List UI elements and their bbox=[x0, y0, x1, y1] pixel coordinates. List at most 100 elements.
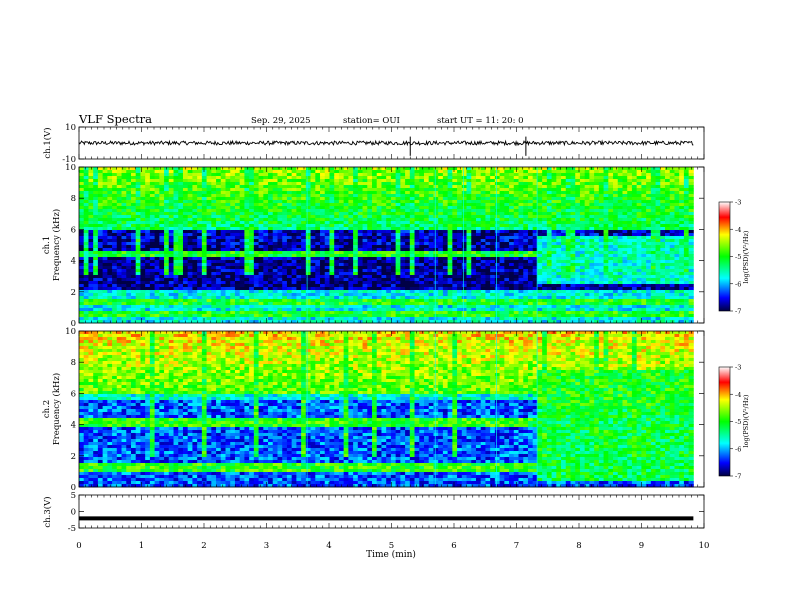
spectrogram-cell bbox=[438, 185, 444, 189]
spectrogram-cell bbox=[405, 272, 411, 276]
spectrogram-cell bbox=[112, 317, 118, 321]
spectrogram-cell bbox=[338, 170, 345, 174]
spectrogram-cell bbox=[409, 188, 415, 192]
spectrogram-cell bbox=[372, 182, 378, 186]
spectrogram-cell bbox=[400, 212, 406, 216]
spectrogram-cell bbox=[159, 209, 165, 213]
spectrogram-cell bbox=[466, 251, 472, 255]
spectrogram-cell bbox=[362, 293, 368, 297]
spectrogram-cell bbox=[168, 218, 174, 222]
spectrogram-cell bbox=[79, 278, 85, 282]
spectrogram-cell bbox=[178, 206, 184, 210]
spectrogram-cell bbox=[154, 188, 160, 192]
spectrogram-cell bbox=[268, 272, 274, 276]
spectrogram-cell bbox=[305, 167, 311, 171]
spectrogram-cell bbox=[268, 269, 274, 273]
spectrogram-cell bbox=[338, 284, 345, 288]
spectrogram-cell bbox=[83, 254, 89, 258]
spectrogram-cell bbox=[149, 302, 156, 306]
spectrogram-cell bbox=[291, 200, 297, 204]
spectrogram-cell bbox=[367, 224, 373, 228]
spectrogram-cell bbox=[168, 272, 174, 276]
spectrogram-cell bbox=[244, 266, 250, 270]
spectrogram-cell bbox=[182, 248, 189, 252]
spectrogram-cell bbox=[499, 182, 505, 186]
spectrogram-cell bbox=[145, 188, 151, 192]
spectrogram-cell bbox=[509, 227, 515, 231]
spectrogram-cell bbox=[97, 266, 104, 270]
spectrogram-cell bbox=[164, 281, 170, 285]
spectrogram-cell bbox=[362, 224, 368, 228]
spectrogram-cell bbox=[381, 281, 387, 285]
spectrogram-cell bbox=[433, 179, 439, 183]
spectrogram-cell bbox=[140, 185, 146, 189]
spectrogram-cell bbox=[447, 170, 453, 174]
spectrogram-cell bbox=[102, 167, 108, 171]
spectrogram-cell bbox=[282, 200, 288, 204]
spectrogram-cell bbox=[395, 188, 401, 192]
spectrogram-cell bbox=[527, 209, 534, 213]
spectrogram-cell bbox=[466, 320, 472, 324]
spectrogram-cell bbox=[343, 239, 349, 243]
spectrogram-cell bbox=[263, 260, 269, 264]
spectrogram-cell bbox=[249, 224, 255, 228]
spectrogram-cell bbox=[475, 233, 482, 237]
spectrogram-cell bbox=[239, 260, 245, 264]
spectrogram-cell bbox=[282, 191, 288, 195]
spectrogram-cell bbox=[168, 308, 174, 312]
spectrogram-cell bbox=[102, 170, 108, 174]
spectrogram-cell bbox=[173, 203, 179, 207]
spectrogram-cell bbox=[424, 170, 430, 174]
spectrogram-cell bbox=[187, 212, 193, 216]
spectrogram-cell bbox=[509, 293, 515, 297]
spectrogram-cell bbox=[291, 266, 297, 270]
spectrogram-cell bbox=[433, 188, 439, 192]
spectrogram-cell bbox=[485, 314, 491, 318]
spectrogram-cell bbox=[409, 293, 415, 297]
spectrogram-cell bbox=[518, 281, 524, 285]
spectrogram-cell bbox=[97, 221, 104, 225]
spectrogram-cell bbox=[310, 287, 316, 291]
spectrogram-cell bbox=[159, 203, 165, 207]
spectrogram-cell bbox=[263, 170, 269, 174]
spectrogram-cell bbox=[182, 260, 189, 264]
spectrogram-cell bbox=[480, 266, 486, 270]
spectrogram-cell bbox=[461, 284, 467, 288]
spectrogram-cell bbox=[442, 317, 449, 321]
spectrogram-cell bbox=[461, 299, 467, 303]
spectrogram-cell bbox=[291, 263, 297, 267]
spectrogram-cell bbox=[457, 278, 463, 282]
spectrogram-cell bbox=[79, 191, 85, 195]
spectrogram-cell bbox=[315, 197, 321, 201]
spectrogram-cell bbox=[433, 257, 439, 261]
spectrogram-cell bbox=[140, 284, 146, 288]
spectrogram-cell bbox=[159, 167, 165, 171]
spectrogram-cell bbox=[282, 305, 288, 309]
spectrogram-cell bbox=[386, 308, 392, 312]
spectrogram-cell bbox=[362, 272, 368, 276]
spectrogram-cell bbox=[310, 272, 316, 276]
spectrogram-cell bbox=[348, 236, 354, 240]
spectrogram-cell bbox=[253, 293, 259, 297]
spectrogram-cell bbox=[220, 170, 226, 174]
spectrogram-cell bbox=[197, 305, 203, 309]
spectrogram-cell bbox=[286, 269, 293, 273]
spectrogram-cell bbox=[149, 230, 156, 234]
spectrogram-cell bbox=[334, 227, 340, 231]
spectrogram-cell bbox=[97, 239, 104, 243]
spectrogram-cell bbox=[178, 266, 184, 270]
spectrogram-cell bbox=[145, 281, 151, 285]
spectrogram-cell bbox=[201, 230, 208, 234]
spectrogram-cell bbox=[320, 248, 326, 252]
spectrogram-cell bbox=[400, 179, 406, 183]
spectrogram-cell bbox=[504, 212, 510, 216]
spectrogram-cell bbox=[348, 272, 354, 276]
spectrogram-cell bbox=[490, 224, 496, 228]
spectrogram-cell bbox=[178, 260, 184, 264]
spectrogram-cell bbox=[206, 236, 212, 240]
spectrogram-cell bbox=[197, 314, 203, 318]
spectrogram-cell bbox=[386, 233, 392, 237]
spectrogram-cell bbox=[168, 275, 174, 279]
spectrogram-cell bbox=[494, 284, 501, 288]
spectrogram-cell bbox=[395, 236, 401, 240]
